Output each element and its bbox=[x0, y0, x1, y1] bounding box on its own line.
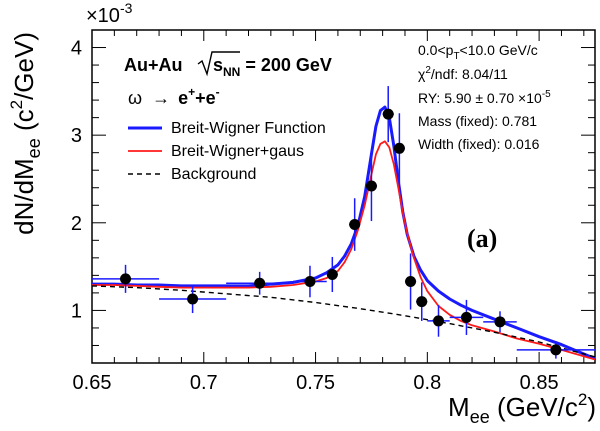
data-marker bbox=[494, 316, 506, 328]
energy-formula: sNN = 200 GeV bbox=[213, 55, 332, 79]
data-marker bbox=[304, 276, 316, 288]
stat-pt-range: 0.0<pT<10.0 GeV/c bbox=[418, 42, 538, 62]
series-breit-wigner bbox=[92, 105, 596, 360]
data-marker bbox=[382, 108, 394, 120]
data-point bbox=[226, 271, 294, 295]
data-point bbox=[92, 264, 160, 293]
x-tick-label: 0.75 bbox=[296, 372, 335, 394]
series-breit-wigner-gaus bbox=[92, 140, 596, 361]
panel-tag: (a) bbox=[467, 224, 497, 253]
data-point bbox=[427, 305, 450, 337]
data-point bbox=[404, 253, 417, 310]
collision-headline: Au+Au sNN = 200 GeV bbox=[124, 51, 332, 79]
legend-label-bw: Breit-Wigner Function bbox=[171, 120, 326, 137]
data-marker bbox=[460, 311, 472, 323]
data-points bbox=[92, 86, 595, 359]
stat-chi2: χ2/ndf: 8.04/11 bbox=[418, 65, 508, 82]
y-multiplier: ×10-3 bbox=[86, 0, 133, 27]
data-point bbox=[365, 150, 378, 222]
data-marker bbox=[416, 296, 428, 308]
stat-mass: Mass (fixed): 0.781 bbox=[418, 113, 537, 129]
stat-ry: RY: 5.90 ± 0.70 ×10-5 bbox=[418, 89, 551, 106]
data-point bbox=[516, 341, 595, 359]
legend-label-bwgaus: Breit-Wigner+gaus bbox=[171, 143, 304, 160]
data-point bbox=[483, 311, 517, 333]
series-lines bbox=[91, 105, 596, 361]
y-tick-label: 2 bbox=[71, 213, 82, 235]
data-point bbox=[326, 256, 338, 293]
sqrt-symbol bbox=[197, 51, 240, 77]
collision-system: Au+Au bbox=[124, 55, 183, 75]
data-point bbox=[349, 198, 361, 251]
data-marker bbox=[349, 219, 361, 231]
x-tick-label: 0.7 bbox=[190, 372, 218, 394]
data-marker bbox=[187, 293, 199, 305]
data-marker bbox=[550, 344, 562, 356]
y-tick-label: 3 bbox=[71, 125, 82, 147]
data-marker bbox=[326, 268, 338, 280]
data-marker bbox=[120, 273, 132, 285]
series-background bbox=[91, 285, 596, 358]
x-tick-label: 0.65 bbox=[73, 372, 112, 394]
data-point bbox=[382, 86, 394, 143]
fit-stats: 0.0<pT<10.0 GeV/c χ2/ndf: 8.04/11 RY: 5.… bbox=[418, 42, 551, 152]
x-tick-label: 0.85 bbox=[520, 372, 559, 394]
y-tick-label: 1 bbox=[71, 300, 82, 322]
data-marker bbox=[393, 142, 405, 154]
data-point bbox=[393, 113, 405, 184]
data-point bbox=[449, 299, 484, 335]
reaction-label: ω → e++e- bbox=[128, 85, 220, 108]
legend-label-background: Background bbox=[171, 166, 256, 183]
axis-ticks: 0.65 0.7 0.75 0.8 0.85 1 2 3 4 bbox=[71, 29, 595, 394]
data-marker bbox=[254, 277, 266, 289]
data-marker bbox=[365, 180, 377, 192]
legend: Breit-Wigner Function Breit-Wigner+gaus … bbox=[128, 120, 326, 183]
x-axis-title: Mee (GeV/c2) bbox=[448, 390, 596, 427]
data-point bbox=[159, 285, 227, 314]
y-axis-title: dN/dMee (c2/GeV) bbox=[7, 32, 44, 235]
data-point bbox=[293, 265, 327, 298]
data-point bbox=[416, 282, 428, 321]
stat-width: Width (fixed): 0.016 bbox=[418, 136, 540, 152]
x-tick-label: 0.8 bbox=[413, 372, 441, 394]
y-tick-label: 4 bbox=[71, 38, 82, 60]
plot-frame bbox=[91, 29, 596, 364]
data-marker bbox=[405, 276, 417, 288]
data-marker bbox=[433, 315, 445, 327]
